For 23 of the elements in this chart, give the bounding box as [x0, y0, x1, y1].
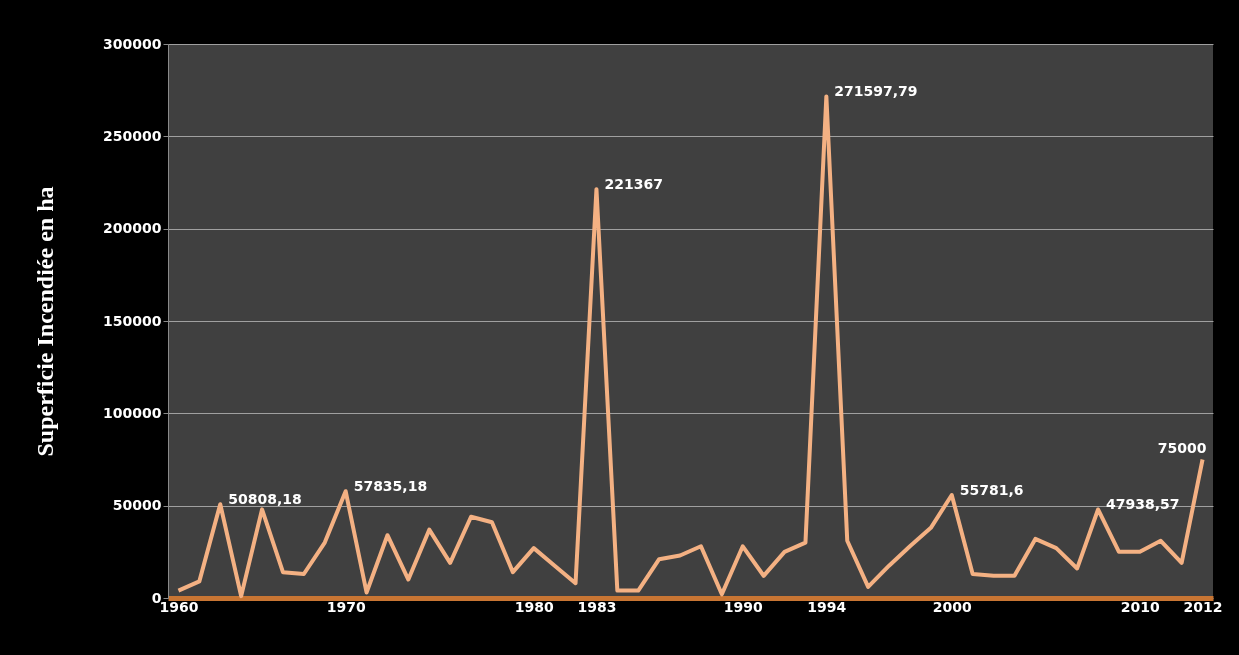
data-label: 57835,18	[353, 478, 428, 495]
y-tick-label: 100000	[103, 404, 162, 421]
y-tick-label: 250000	[103, 127, 162, 144]
data-label: 75000	[1157, 439, 1207, 456]
x-tick-label: 2010	[1120, 598, 1161, 615]
x-tick-label: 2000	[932, 598, 972, 615]
data-label: 47938,57	[1106, 496, 1180, 513]
x-tick-label: 1970	[326, 598, 366, 615]
x-tick-label: 1980	[514, 598, 554, 615]
x-tick-label: 1983	[577, 598, 617, 615]
data-label: 221367	[604, 176, 663, 193]
x-tick-label: 1990	[723, 598, 763, 615]
y-tick-label: 150000	[103, 312, 162, 329]
data-label: 50808,18	[228, 491, 302, 508]
data-label: 271597,79	[834, 83, 918, 100]
x-tick-label: 2012	[1183, 598, 1223, 615]
y-tick-label: 300000	[103, 35, 162, 52]
y-tick-label: 200000	[103, 220, 162, 237]
y-tick-label: 0	[151, 589, 162, 606]
y-axis-title: Superficie Incendiée en ha	[32, 186, 59, 457]
data-label: 55781,6	[959, 481, 1024, 498]
y-tick-label: 50000	[112, 497, 162, 514]
x-tick-label: 1994	[807, 598, 847, 615]
